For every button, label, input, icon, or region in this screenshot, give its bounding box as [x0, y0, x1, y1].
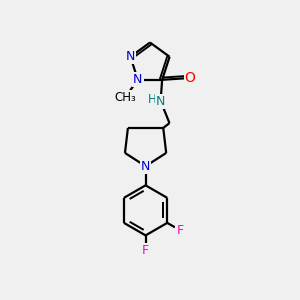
Text: N: N	[141, 160, 150, 173]
Text: H: H	[148, 93, 157, 106]
Text: CH₃: CH₃	[115, 91, 136, 104]
Text: F: F	[142, 244, 149, 256]
Text: F: F	[176, 224, 184, 237]
Text: N: N	[126, 50, 135, 63]
Text: N: N	[133, 73, 142, 86]
Text: N: N	[156, 94, 165, 107]
Text: O: O	[184, 71, 196, 85]
